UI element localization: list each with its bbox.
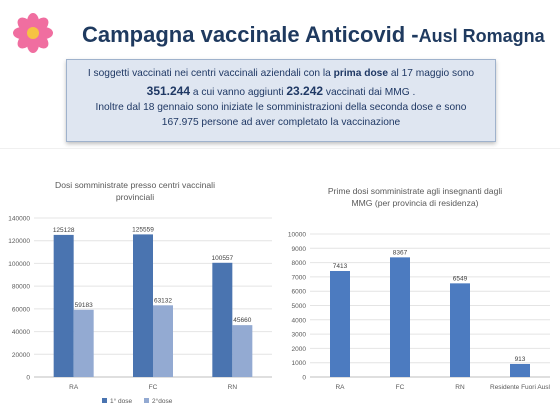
x-tick-label: Residente Fuori Ausl [490, 384, 551, 391]
data-label: 45660 [233, 317, 251, 324]
data-label: 913 [515, 356, 526, 363]
bar [330, 270, 350, 377]
bar [510, 363, 530, 377]
chart1-title-line: provinciali [115, 192, 155, 202]
y-tick-label: 7000 [292, 274, 307, 281]
chart1-title: Dosi somministrate presso centri vaccina… [20, 179, 250, 203]
info-number: 23.242 [286, 84, 324, 98]
bar [53, 234, 74, 377]
y-tick-label: 40000 [12, 329, 30, 336]
chart2-svg: 0 1000 2000 3000 4000 5000 6000 7000 8000 9000 100… [288, 232, 551, 392]
bar [73, 309, 94, 377]
y-tick-label: 10000 [288, 232, 306, 239]
data-label: 100557 [211, 255, 233, 262]
data-label: 125128 [53, 227, 75, 234]
chart1-svg: 0 20000 40000 60000 80000 100000 120000 140000 1… [8, 216, 272, 405]
bar [133, 234, 153, 377]
info-text: vaccinati dai MMG . [323, 87, 416, 98]
bar [232, 325, 253, 377]
info-number: 351.244 [146, 84, 191, 98]
data-label: 59183 [75, 302, 93, 309]
legend-label: 2°dose [152, 397, 173, 405]
y-tick-label: 3000 [292, 332, 307, 339]
info-bold: prima dose [333, 68, 389, 79]
y-tick-label: 20000 [12, 352, 30, 359]
bar [390, 257, 410, 377]
data-label: 6549 [453, 275, 468, 282]
x-tick-label: RA [335, 384, 345, 391]
y-tick-label: 100000 [8, 261, 30, 268]
info-text: al 17 maggio sono [388, 68, 475, 79]
info-line-1: I soggetti vaccinati nei centri vaccinal… [67, 68, 495, 79]
bar [153, 305, 173, 377]
title-suffix: Ausl Romagna [418, 26, 545, 46]
x-tick-label: FC [396, 384, 405, 391]
y-tick-label: 6000 [292, 289, 307, 296]
divider [0, 148, 560, 149]
info-text: I soggetti vaccinati nei centri vaccinal… [87, 68, 334, 79]
y-tick-label: 8000 [292, 260, 307, 267]
y-tick-label: 4000 [292, 317, 307, 324]
y-tick-label: 5000 [292, 303, 307, 310]
y-tick-label: 140000 [8, 216, 30, 223]
x-tick-label: RN [455, 384, 465, 391]
y-tick-label: 80000 [12, 284, 30, 291]
chart2-title: Prime dosi somministrate agli insegnanti… [300, 185, 530, 209]
title-main: Campagna vaccinale Anticovid - [82, 22, 419, 47]
data-label: 63132 [154, 297, 172, 304]
legend-label: 1° dose [110, 397, 133, 405]
bar [450, 283, 470, 377]
y-tick-label: 0 [302, 375, 306, 382]
chart2-title-line: MMG (per provincia di residenza) [351, 198, 479, 208]
y-tick-label: 0 [26, 375, 30, 382]
y-tick-label: 60000 [12, 306, 30, 313]
info-text: a cui vanno aggiunti [190, 87, 287, 98]
page-title: Campagna vaccinale Anticovid -Ausl Romag… [82, 22, 545, 50]
legend-swatch [144, 398, 149, 403]
flower-logo-icon [13, 13, 53, 53]
info-line-4: 167.975 persone ad aver completato la va… [161, 117, 401, 128]
y-tick-label: 9000 [292, 246, 307, 253]
data-label: 8367 [393, 249, 408, 256]
data-label: 125559 [132, 226, 154, 233]
y-tick-label: 2000 [292, 346, 307, 353]
legend-swatch [102, 398, 107, 403]
x-tick-label: RA [69, 384, 79, 391]
chart2-title-line: Prime dosi somministrate agli insegnanti… [327, 186, 503, 196]
info-line-2: 351.244 a cui vanno aggiunti 23.242 vacc… [67, 84, 495, 98]
info-line-3: Inoltre dal 18 gennaio sono iniziate le … [95, 102, 467, 113]
info-box: I soggetti vaccinati nei centri vaccinal… [66, 59, 496, 142]
x-tick-label: RN [228, 384, 238, 391]
y-tick-label: 120000 [8, 238, 30, 245]
data-label: 7413 [333, 263, 348, 270]
x-tick-label: FC [149, 384, 158, 391]
bar [212, 262, 233, 377]
y-tick-label: 1000 [292, 360, 307, 367]
chart1-title-line: Dosi somministrate presso centri vaccina… [55, 180, 215, 190]
